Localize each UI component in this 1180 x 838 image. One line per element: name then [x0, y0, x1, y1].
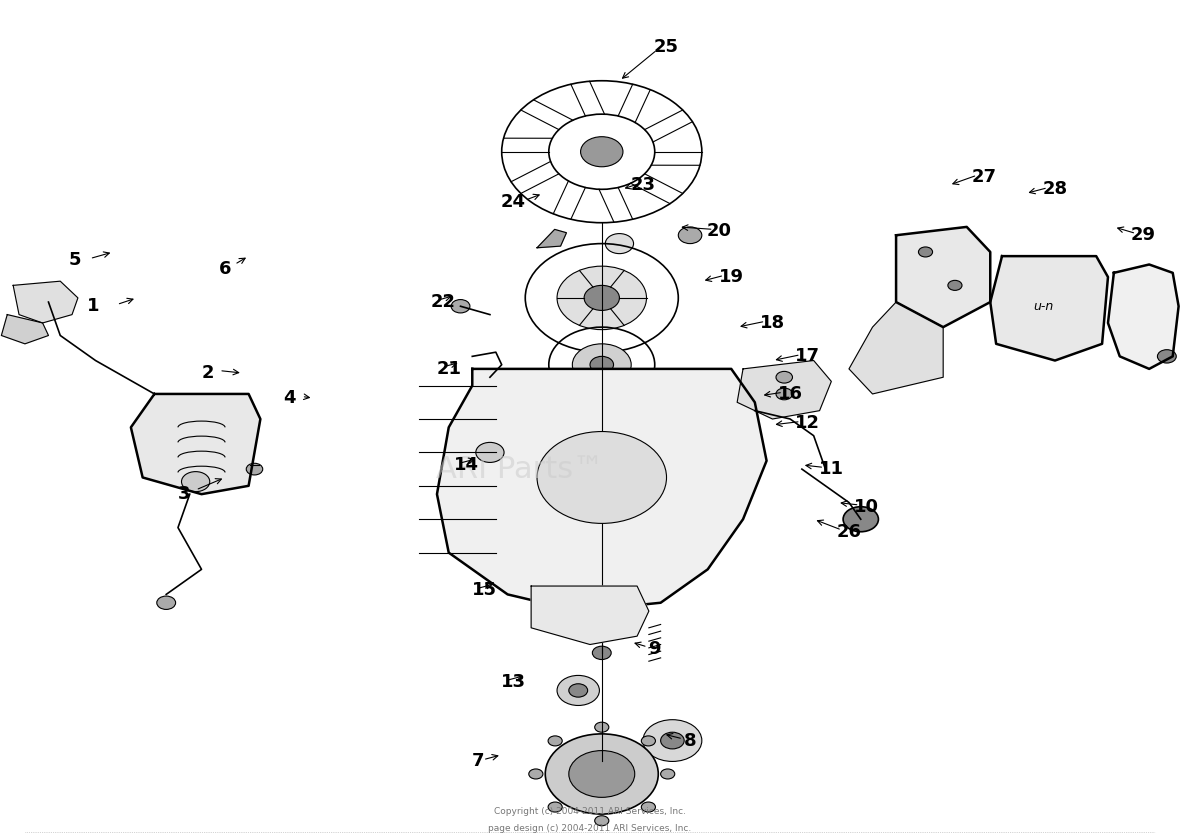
Circle shape — [776, 371, 793, 383]
Polygon shape — [1108, 265, 1179, 369]
Circle shape — [641, 802, 655, 812]
Circle shape — [918, 247, 932, 257]
Text: 26: 26 — [837, 523, 861, 541]
Text: 9: 9 — [649, 639, 661, 658]
Text: 13: 13 — [502, 673, 526, 691]
Circle shape — [843, 507, 878, 532]
Text: 29: 29 — [1130, 226, 1155, 244]
Polygon shape — [531, 586, 649, 644]
Text: 21: 21 — [437, 360, 461, 378]
Circle shape — [595, 722, 609, 732]
Text: 25: 25 — [654, 39, 678, 56]
Circle shape — [590, 356, 614, 373]
Text: 12: 12 — [795, 414, 820, 432]
Circle shape — [557, 675, 599, 706]
Circle shape — [581, 137, 623, 167]
Polygon shape — [1, 314, 48, 344]
Text: 6: 6 — [218, 260, 231, 277]
Circle shape — [595, 815, 609, 825]
Text: 2: 2 — [201, 364, 214, 382]
Text: 17: 17 — [795, 348, 820, 365]
Circle shape — [157, 596, 176, 609]
Circle shape — [661, 732, 684, 749]
Text: 5: 5 — [68, 251, 80, 269]
Text: page design (c) 2004-2011 ARI Services, Inc.: page design (c) 2004-2011 ARI Services, … — [489, 824, 691, 833]
Text: 10: 10 — [854, 498, 879, 515]
Circle shape — [569, 751, 635, 797]
Polygon shape — [990, 256, 1108, 360]
Circle shape — [572, 344, 631, 385]
Text: 15: 15 — [472, 582, 497, 599]
Text: 22: 22 — [431, 293, 455, 311]
Text: 3: 3 — [178, 485, 190, 503]
Text: 27: 27 — [972, 168, 997, 186]
Circle shape — [1158, 349, 1176, 363]
Circle shape — [569, 684, 588, 697]
Text: 28: 28 — [1042, 180, 1068, 199]
Text: ARI Parts™: ARI Parts™ — [435, 454, 603, 484]
Circle shape — [661, 769, 675, 779]
Circle shape — [678, 227, 702, 244]
Circle shape — [557, 266, 647, 329]
Circle shape — [182, 472, 210, 492]
Polygon shape — [738, 360, 832, 419]
Text: 7: 7 — [472, 753, 485, 770]
Text: 23: 23 — [630, 176, 655, 194]
Text: 14: 14 — [454, 456, 479, 474]
Circle shape — [948, 281, 962, 291]
Text: 1: 1 — [87, 297, 99, 315]
Text: 8: 8 — [683, 732, 696, 749]
Polygon shape — [13, 282, 78, 323]
Circle shape — [476, 442, 504, 463]
Circle shape — [548, 802, 562, 812]
Text: 11: 11 — [819, 460, 844, 478]
Polygon shape — [437, 369, 767, 611]
Text: 19: 19 — [719, 268, 743, 286]
Text: 24: 24 — [502, 193, 526, 211]
Polygon shape — [131, 394, 261, 494]
Text: 20: 20 — [707, 222, 732, 240]
Circle shape — [529, 769, 543, 779]
Circle shape — [592, 646, 611, 660]
Circle shape — [643, 720, 702, 762]
Circle shape — [584, 286, 620, 310]
Text: Copyright (c) 2004-2011 ARI Services, Inc.: Copyright (c) 2004-2011 ARI Services, In… — [494, 807, 686, 816]
Polygon shape — [896, 227, 990, 327]
Text: u-n: u-n — [1034, 300, 1054, 313]
Circle shape — [451, 299, 470, 313]
Text: 16: 16 — [778, 385, 802, 403]
Circle shape — [537, 432, 667, 524]
Circle shape — [641, 736, 655, 746]
Polygon shape — [537, 230, 566, 248]
Circle shape — [548, 736, 562, 746]
Circle shape — [776, 388, 793, 400]
Circle shape — [605, 234, 634, 254]
Circle shape — [545, 734, 658, 814]
Circle shape — [247, 463, 263, 475]
Polygon shape — [848, 302, 943, 394]
Text: 18: 18 — [760, 314, 785, 332]
Text: 4: 4 — [283, 389, 296, 407]
